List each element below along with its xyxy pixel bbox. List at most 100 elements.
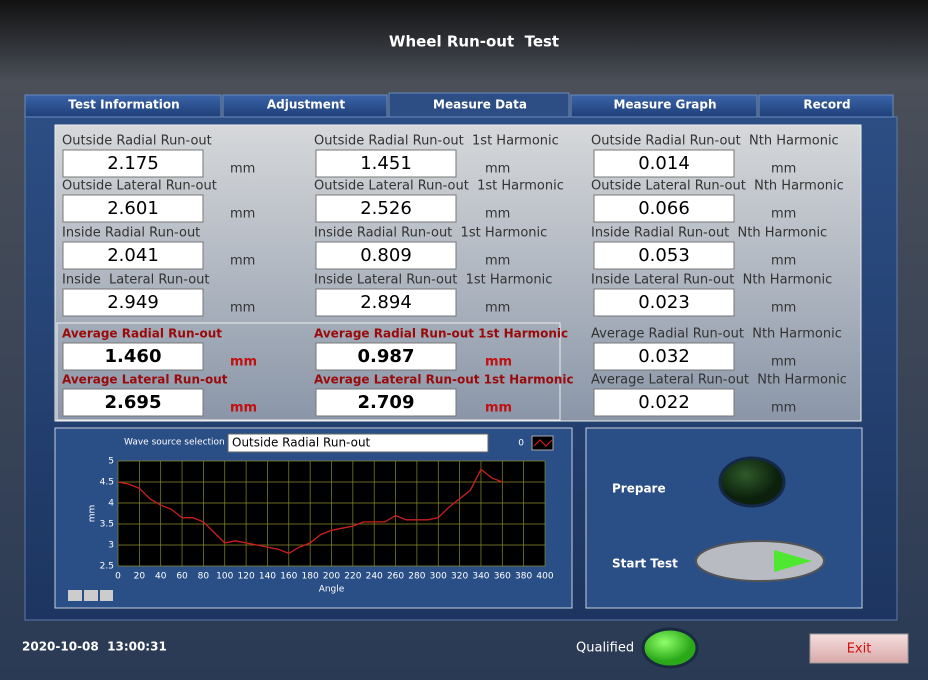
field-unit: mm xyxy=(485,162,510,177)
graph-tools[interactable] xyxy=(68,590,113,601)
field-value: 2.709 xyxy=(358,392,415,413)
x-tick-label: 140 xyxy=(259,572,276,582)
exit-label[interactable]: Exit xyxy=(847,642,872,657)
start-label: Start Test xyxy=(612,557,678,571)
x-tick-label: 400 xyxy=(536,572,553,582)
start-indicator xyxy=(774,550,812,572)
x-tick-label: 0 xyxy=(115,572,121,582)
wave-source-label: Wave source selection xyxy=(124,438,225,448)
field-box xyxy=(593,241,735,270)
field-value: 1.451 xyxy=(360,153,412,174)
field-box xyxy=(593,288,735,317)
field-value: 0.809 xyxy=(360,245,412,266)
x-tick-label: 280 xyxy=(408,572,425,582)
field-value: 0.023 xyxy=(638,292,690,313)
field-unit: mm xyxy=(485,207,510,222)
legend-label: 0 xyxy=(518,439,524,449)
field-value: 2.949 xyxy=(107,292,159,313)
field-unit: mm xyxy=(771,207,796,222)
x-tick-label: 220 xyxy=(344,572,361,582)
field-unit: mm xyxy=(485,301,510,316)
field-value: 1.460 xyxy=(105,346,162,367)
tab-label[interactable]: Measure Graph xyxy=(613,98,716,112)
data-line xyxy=(117,468,503,555)
field-label: Inside Lateral Run-out 1st Harmonic xyxy=(314,273,552,288)
field-box xyxy=(315,342,457,371)
x-axis-label: Angle xyxy=(319,585,345,595)
field-value: 2.601 xyxy=(107,198,159,219)
field-value: 0.066 xyxy=(638,198,690,219)
field-unit: mm xyxy=(485,254,510,269)
field-value: 2.175 xyxy=(107,153,159,174)
field-unit: mm xyxy=(485,401,512,416)
field-value: 0.032 xyxy=(638,346,690,367)
field-box xyxy=(62,288,204,317)
field-value: 0.053 xyxy=(638,245,690,266)
legend-line xyxy=(533,439,553,447)
x-tick-label: 300 xyxy=(430,572,447,582)
tab[interactable] xyxy=(222,94,388,118)
field-box xyxy=(315,388,457,417)
field-value: 0.022 xyxy=(638,392,690,413)
wave-source-select[interactable] xyxy=(227,433,489,453)
field-label: Outside Radial Run-out 1st Harmonic xyxy=(314,134,559,149)
field-box xyxy=(62,149,204,178)
tab[interactable] xyxy=(388,92,570,118)
field-unit: mm xyxy=(771,401,796,416)
field-label: Inside Radial Run-out xyxy=(62,226,200,241)
field-label: Outside Lateral Run-out xyxy=(62,179,217,194)
field-box xyxy=(315,241,457,270)
average-group xyxy=(56,322,561,421)
wave-source-value[interactable]: Outside Radial Run-out xyxy=(232,436,371,450)
field-unit: mm xyxy=(485,355,512,370)
x-tick-label: 340 xyxy=(472,572,489,582)
field-label: Average Radial Run-out 1st Harmonic xyxy=(314,327,568,341)
tab-label[interactable]: Measure Data xyxy=(433,98,527,112)
field-value: 2.695 xyxy=(105,392,162,413)
field-value: 2.041 xyxy=(107,245,159,266)
field-unit: mm xyxy=(230,355,257,370)
window-title: Wheel Run-out Test xyxy=(389,33,559,51)
qualified-led xyxy=(641,627,699,669)
x-tick-label: 40 xyxy=(155,572,167,582)
field-box xyxy=(315,288,457,317)
field-box xyxy=(593,342,735,371)
field-unit: mm xyxy=(771,254,796,269)
field-value: 0.014 xyxy=(638,153,690,174)
x-tick-label: 160 xyxy=(280,572,297,582)
tab-label[interactable]: Test Information xyxy=(68,98,179,112)
x-tick-label: 260 xyxy=(387,572,404,582)
tab[interactable] xyxy=(24,94,222,118)
field-unit: mm xyxy=(230,207,255,222)
field-unit: mm xyxy=(230,401,257,416)
x-tick-label: 180 xyxy=(302,572,319,582)
y-tick-label: 4.5 xyxy=(100,478,114,488)
exit-button[interactable] xyxy=(809,633,909,664)
prepare-label: Prepare xyxy=(612,482,666,496)
field-label: Outside Lateral Run-out Nth Harmonic xyxy=(591,179,844,194)
tab[interactable] xyxy=(758,94,894,118)
field-box xyxy=(593,388,735,417)
field-label: Average Lateral Run-out Nth Harmonic xyxy=(591,373,847,388)
field-box xyxy=(62,194,204,223)
field-box xyxy=(593,194,735,223)
field-value: 0.987 xyxy=(358,346,415,367)
field-value: 2.526 xyxy=(360,198,412,219)
timestamp: 2020-10-08 13:00:31 xyxy=(22,640,167,654)
field-label: Inside Radial Run-out Nth Harmonic xyxy=(591,226,827,241)
field-label: Outside Lateral Run-out 1st Harmonic xyxy=(314,179,564,194)
field-label: Inside Lateral Run-out Nth Harmonic xyxy=(591,273,832,288)
field-box xyxy=(62,342,204,371)
tab-label[interactable]: Adjustment xyxy=(267,98,346,112)
field-label: Outside Radial Run-out xyxy=(62,134,212,149)
x-tick-label: 320 xyxy=(451,572,468,582)
y-tick-label: 3.5 xyxy=(100,520,114,530)
field-label: Average Radial Run-out Nth Harmonic xyxy=(591,327,842,342)
start-toggle[interactable] xyxy=(695,540,825,582)
field-box xyxy=(315,194,457,223)
tab[interactable] xyxy=(570,94,758,118)
tab-label[interactable]: Record xyxy=(803,98,850,112)
x-tick-label: 20 xyxy=(134,572,146,582)
control-panel xyxy=(585,427,863,609)
